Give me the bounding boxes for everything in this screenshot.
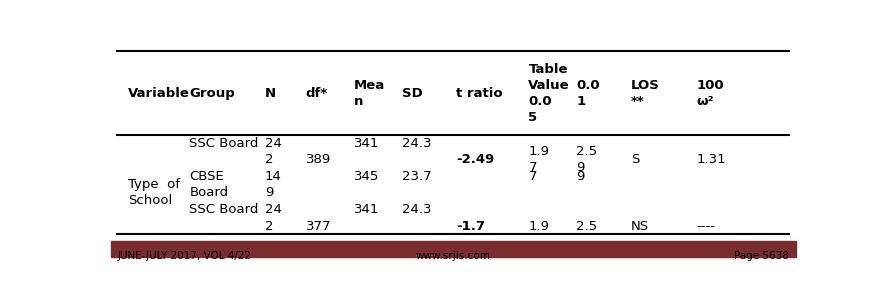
Text: -2.49: -2.49 [456, 153, 495, 166]
Text: 1.31: 1.31 [697, 153, 726, 166]
Text: LOS
**: LOS ** [631, 78, 660, 108]
Text: SSC Board: SSC Board [189, 203, 259, 216]
Text: 389: 389 [306, 153, 331, 166]
Text: ----: ---- [697, 220, 715, 233]
Text: www.srjis.com: www.srjis.com [415, 250, 491, 260]
Text: Board: Board [189, 186, 228, 200]
Text: Mea
n: Mea n [354, 78, 385, 108]
Text: 100
ω²: 100 ω² [697, 78, 724, 108]
Text: 24.3: 24.3 [401, 203, 431, 216]
Text: 23.7: 23.7 [401, 170, 431, 183]
Text: 2.5: 2.5 [576, 220, 598, 233]
Text: 1.9
7: 1.9 7 [529, 145, 550, 174]
Text: 9: 9 [576, 170, 584, 183]
Text: Type  of
School: Type of School [127, 178, 179, 208]
Text: CBSE: CBSE [189, 170, 224, 183]
Text: Page 5638: Page 5638 [734, 250, 789, 260]
Text: SSC Board: SSC Board [189, 137, 259, 150]
Text: 14: 14 [264, 170, 281, 183]
Text: t ratio: t ratio [456, 86, 503, 99]
Bar [110, 241, 796, 257]
Text: Group: Group [189, 86, 235, 99]
Text: 24: 24 [264, 137, 281, 150]
Text: -1.7: -1.7 [456, 220, 485, 233]
Text: 345: 345 [354, 170, 379, 183]
Text: 2: 2 [264, 220, 273, 233]
Text: 377: 377 [306, 220, 332, 233]
Text: N: N [264, 86, 276, 99]
Text: SD: SD [401, 86, 423, 99]
Text: 24: 24 [264, 203, 281, 216]
Text: S: S [631, 153, 639, 166]
Text: Table
Value
0.0
5: Table Value 0.0 5 [529, 63, 570, 123]
Text: 2.5
9: 2.5 9 [576, 145, 598, 174]
Text: 2: 2 [264, 153, 273, 166]
Text: 24.3: 24.3 [401, 137, 431, 150]
Text: 341: 341 [354, 203, 379, 216]
Text: 341: 341 [354, 137, 379, 150]
Text: Variable: Variable [127, 86, 189, 99]
Text: 0.0
1: 0.0 1 [576, 78, 600, 108]
Text: NS: NS [631, 220, 650, 233]
Text: JUNE-JULY 2017, VOL 4/22: JUNE-JULY 2017, VOL 4/22 [118, 250, 251, 260]
Text: 9: 9 [264, 186, 273, 200]
Text: 1.9: 1.9 [529, 220, 550, 233]
Text: 7: 7 [529, 170, 537, 183]
Text: df*: df* [306, 86, 328, 99]
